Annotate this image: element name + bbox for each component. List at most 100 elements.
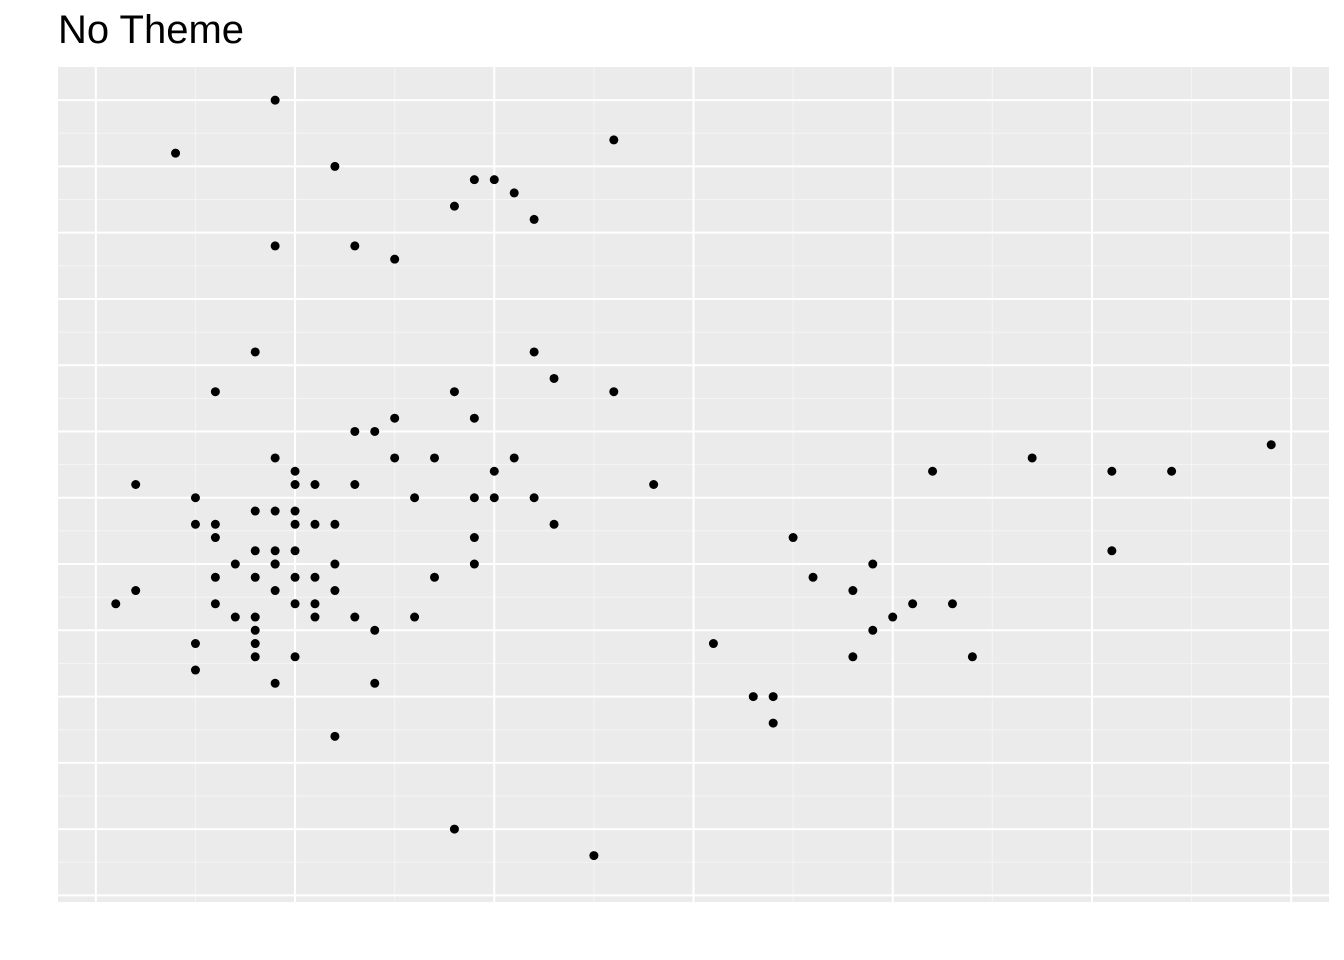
data-point [131, 480, 141, 489]
data-point [250, 347, 260, 357]
data-point [469, 559, 479, 569]
data-point [1027, 453, 1037, 463]
data-point [310, 612, 320, 622]
data-point [509, 453, 519, 463]
data-point [469, 493, 479, 503]
data-point [1107, 546, 1117, 556]
data-point [210, 533, 220, 543]
data-point [430, 572, 440, 582]
data-point [370, 625, 380, 635]
data-point [908, 599, 918, 609]
data-point [330, 161, 340, 171]
data-point [469, 413, 479, 423]
data-point [190, 493, 200, 503]
data-point [330, 519, 340, 529]
data-point [350, 480, 360, 489]
data-point [250, 572, 260, 582]
data-point [270, 678, 280, 688]
data-point [350, 612, 360, 622]
data-point [250, 639, 260, 649]
data-point [768, 718, 778, 728]
data-point [290, 652, 300, 662]
data-point [928, 466, 938, 476]
data-point [449, 387, 459, 397]
data-point [290, 466, 300, 476]
data-point [111, 599, 121, 609]
data-point [609, 135, 619, 145]
data-point [210, 387, 220, 397]
data-point [449, 824, 459, 834]
data-point [290, 546, 300, 556]
data-point [529, 347, 539, 357]
data-point [310, 519, 320, 529]
data-point [171, 148, 181, 158]
data-point [788, 533, 798, 543]
data-point [848, 586, 858, 596]
data-point [489, 175, 499, 185]
data-point [430, 453, 440, 463]
data-point [330, 731, 340, 741]
data-point [868, 625, 878, 635]
data-point [1266, 440, 1276, 450]
data-point [270, 506, 280, 516]
data-point [390, 254, 400, 264]
data-points [111, 95, 1276, 861]
data-point [768, 692, 778, 702]
data-point [210, 599, 220, 609]
data-point [868, 559, 878, 569]
data-point [230, 559, 240, 569]
data-point [250, 506, 260, 516]
data-point [390, 453, 400, 463]
data-point [190, 665, 200, 675]
data-point [967, 652, 977, 662]
data-point [230, 612, 240, 622]
data-point [190, 639, 200, 649]
data-point [290, 506, 300, 516]
data-point [410, 493, 420, 503]
data-point [330, 559, 340, 569]
data-point [509, 188, 519, 198]
data-point [330, 586, 340, 596]
chart-title: No Theme [58, 8, 245, 52]
data-point [310, 572, 320, 582]
data-point [131, 586, 141, 596]
data-point [808, 572, 818, 582]
data-point [250, 612, 260, 622]
data-point [350, 426, 360, 436]
data-point [529, 214, 539, 224]
data-point [390, 413, 400, 423]
data-point [469, 175, 479, 185]
data-point [270, 559, 280, 569]
data-point [310, 480, 320, 489]
data-point [449, 201, 459, 211]
data-point [270, 95, 280, 105]
data-point [370, 678, 380, 688]
data-point [290, 519, 300, 529]
data-point [469, 533, 479, 543]
data-point [609, 387, 619, 397]
data-point [190, 519, 200, 529]
data-point [250, 625, 260, 635]
major-gridlines [58, 67, 1329, 902]
data-point [888, 612, 898, 622]
data-point [589, 851, 599, 861]
data-point [290, 572, 300, 582]
data-point [350, 241, 360, 251]
data-point [708, 639, 718, 649]
data-point [748, 692, 758, 702]
data-point [270, 586, 280, 596]
data-point [270, 241, 280, 251]
data-point [410, 612, 420, 622]
data-point [310, 599, 320, 609]
data-point [489, 493, 499, 503]
data-point [210, 572, 220, 582]
data-point [290, 480, 300, 489]
data-point [270, 453, 280, 463]
data-point [210, 519, 220, 529]
data-point [848, 652, 858, 662]
data-point [947, 599, 957, 609]
data-point [649, 480, 659, 489]
data-point [250, 546, 260, 556]
data-point [370, 426, 380, 436]
